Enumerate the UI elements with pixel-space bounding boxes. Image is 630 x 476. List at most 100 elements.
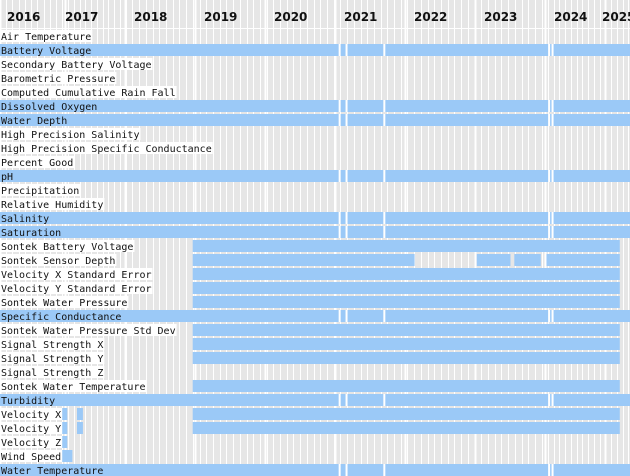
data-gap: [338, 114, 341, 126]
series-range-bar: [77, 422, 83, 434]
series-row: Signal Strength Z: [0, 366, 105, 379]
series-label-background: [0, 142, 213, 154]
data-gap: [338, 100, 341, 112]
series-label-background: [0, 366, 105, 378]
series-row: Sontek Water Temperature: [0, 380, 620, 393]
data-gap: [548, 394, 551, 406]
series-label-background: [0, 184, 81, 196]
year-tick-label: 2018: [134, 10, 167, 24]
series-full-bar: [0, 464, 630, 476]
series-label: Velocity X: [1, 410, 61, 421]
data-gap: [551, 212, 554, 224]
data-gap: [345, 226, 348, 238]
series-row: Signal Strength Y: [0, 352, 620, 365]
series-row: Velocity Y: [0, 422, 620, 435]
data-gap: [383, 212, 386, 224]
series-label: pH: [1, 172, 13, 183]
series-label: Velocity X Standard Error: [1, 270, 152, 281]
series-full-bar: [0, 114, 630, 126]
data-gap: [345, 310, 348, 322]
series-row: Saturation: [0, 226, 630, 239]
series-label-background: [0, 352, 105, 364]
data-gap: [345, 394, 348, 406]
series-range-bar: [192, 422, 620, 434]
series-label: Sontek Water Pressure Std Dev: [1, 326, 176, 337]
series-full-bar: [0, 100, 630, 112]
series-label: Velocity Y Standard Error: [1, 284, 152, 295]
series-row: Barometric Pressure: [0, 72, 117, 85]
series-label-background: [0, 422, 63, 434]
series-label: Signal Strength Y: [1, 354, 103, 365]
data-gap: [383, 100, 386, 112]
series-label-background: [0, 212, 51, 224]
series-label: Battery Voltage: [1, 46, 91, 57]
series-label-background: [0, 198, 105, 210]
series-row: Computed Cumulative Rain Fall: [0, 86, 177, 99]
series-label: Wind Speed: [1, 452, 61, 463]
data-gap: [383, 170, 386, 182]
data-gap: [548, 170, 551, 182]
series-range-bar: [192, 240, 620, 252]
data-gap: [548, 44, 551, 56]
series-row: Water Depth: [0, 114, 630, 127]
series-label: Water Depth: [1, 116, 67, 127]
series-label-background: [0, 254, 117, 266]
series-label-background: [0, 72, 117, 84]
year-axis: 2016 2017 2018 2019 2020 2021 2022 2023 2024 2025: [7, 10, 630, 24]
series-label: Computed Cumulative Rain Fall: [1, 88, 176, 99]
data-gap: [383, 44, 386, 56]
series-range-bar: [192, 380, 620, 392]
series-row: Salinity: [0, 212, 630, 225]
series-label-background: [0, 338, 105, 350]
data-gap: [338, 212, 341, 224]
series-label-background: [0, 100, 99, 112]
series-range-bar: [192, 268, 620, 280]
series-row: Battery Voltage: [0, 44, 630, 57]
data-gap: [551, 394, 554, 406]
series-label-background: [0, 324, 177, 336]
data-gap: [338, 394, 341, 406]
series-row: pH: [0, 170, 630, 183]
chart-rows: Air Temperature Battery Voltage Secondary …: [0, 30, 630, 476]
data-gap: [338, 464, 341, 476]
data-gap: [551, 114, 554, 126]
data-gap: [345, 100, 348, 112]
series-row: Precipitation: [0, 184, 81, 197]
series-label: High Precision Specific Conductance: [1, 144, 212, 155]
series-row: High Precision Specific Conductance: [0, 142, 213, 155]
series-full-bar: [0, 310, 630, 322]
series-full-bar: [0, 226, 630, 238]
series-row: Sontek Water Pressure: [0, 296, 620, 309]
series-label-background: [0, 296, 129, 308]
data-gap: [383, 394, 386, 406]
data-gap: [551, 310, 554, 322]
data-gap: [383, 310, 386, 322]
data-gap: [383, 464, 386, 476]
series-label: Signal Strength X: [1, 340, 103, 351]
series-full-bar: [0, 212, 630, 224]
series-label-background: [0, 86, 177, 98]
series-row: Relative Humidity: [0, 198, 105, 211]
series-label: Water Temperature: [1, 466, 103, 476]
year-tick-label: 2016: [7, 10, 40, 24]
series-label-background: [0, 380, 147, 392]
data-gap: [548, 226, 551, 238]
data-gap: [383, 114, 386, 126]
data-gap: [345, 170, 348, 182]
year-tick-label: 2024: [554, 10, 587, 24]
series-label: Precipitation: [1, 186, 79, 197]
data-gap: [551, 100, 554, 112]
series-row: Air Temperature: [0, 30, 93, 43]
series-label: Dissolved Oxygen: [1, 102, 97, 113]
series-label: Sontek Sensor Depth: [1, 256, 115, 267]
series-label: Velocity Y: [1, 424, 61, 435]
data-gap: [338, 310, 341, 322]
series-row: Dissolved Oxygen: [0, 100, 630, 113]
series-label: Percent Good: [1, 158, 73, 169]
series-label-background: [0, 226, 63, 238]
series-label: Sontek Water Pressure: [1, 298, 127, 309]
series-label-background: [0, 240, 135, 252]
series-label-background: [0, 310, 123, 322]
series-label-background: [0, 464, 105, 476]
